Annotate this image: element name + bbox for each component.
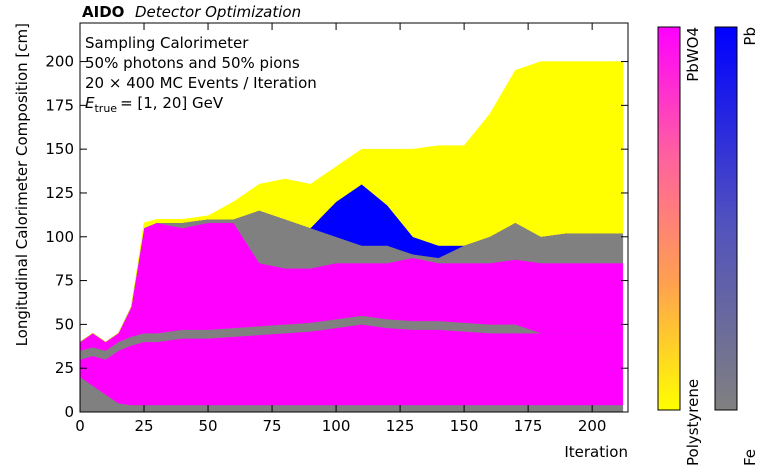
y-tick-label: 25 <box>55 359 74 377</box>
annotation: 20 × 400 MC Events / Iteration <box>85 74 317 92</box>
x-tick-label: 175 <box>514 417 543 435</box>
plot-frame <box>79 22 629 413</box>
x-tick-label: 50 <box>198 417 217 435</box>
energy-subscript: true <box>94 102 117 115</box>
y-tick-label: 200 <box>45 53 74 71</box>
colorbar-top-label: PbWO4 <box>684 27 702 82</box>
y-tick-label: 125 <box>45 184 74 202</box>
x-tick-label: 125 <box>386 417 415 435</box>
colorbar-top-label: Pb <box>741 27 759 46</box>
colorbar-bottom-label: Fe <box>741 449 759 466</box>
annotation: Sampling Calorimeter <box>85 34 249 52</box>
x-tick-label: 200 <box>578 417 607 435</box>
y-tick-label: 175 <box>45 96 74 114</box>
x-tick-label: 0 <box>75 417 85 435</box>
header-bold: AIDO <box>82 3 124 21</box>
energy-symbol: E <box>85 94 95 112</box>
colorbar <box>657 26 681 411</box>
annotation: 50% photons and 50% pions <box>85 54 300 72</box>
y-tick-label: 75 <box>55 272 74 290</box>
y-axis-label: Longitudinal Calorimeter Composition [cm… <box>13 23 31 346</box>
y-tick-label: 0 <box>64 403 74 421</box>
energy-text: = [1, 20] GeV <box>120 94 224 112</box>
y-tick-label: 100 <box>45 228 74 246</box>
x-tick-label: 75 <box>263 417 282 435</box>
colorbar-bottom-label: Polystyrene <box>684 379 702 466</box>
y-tick-label: 50 <box>55 315 74 333</box>
energy-label: Etrue = [1, 20] GeV <box>85 94 224 115</box>
area-layer <box>79 61 624 343</box>
y-tick-label: 150 <box>45 140 74 158</box>
x-tick-label: 25 <box>134 417 153 435</box>
x-tick-label: 100 <box>322 417 351 435</box>
colorbar <box>714 26 738 411</box>
x-axis-label: Iteration <box>564 443 628 461</box>
header-italic: Detector Optimization <box>135 3 301 21</box>
x-tick-label: 150 <box>450 417 479 435</box>
